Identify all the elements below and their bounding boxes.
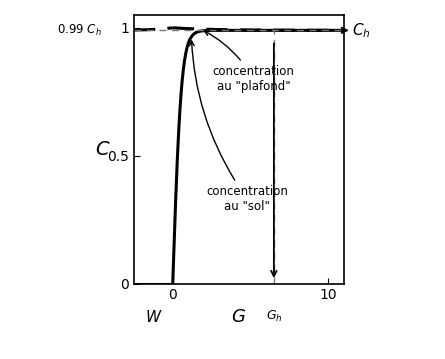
Text: concentration
au "plafond": concentration au "plafond" [205,31,295,93]
Text: $C_h$: $C_h$ [352,21,371,40]
Text: $W$: $W$ [145,309,162,325]
Text: $0.99\ C_h$: $0.99\ C_h$ [57,23,102,38]
Text: $G_h$: $G_h$ [266,309,282,324]
Text: $C$: $C$ [94,140,110,159]
Text: concentration
au "sol": concentration au "sol" [190,41,288,213]
X-axis label: $G$: $G$ [231,308,247,326]
